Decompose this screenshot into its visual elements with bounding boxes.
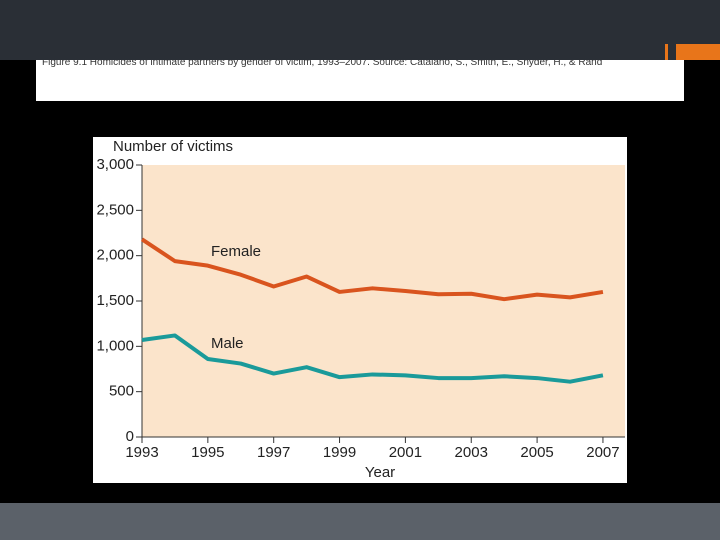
x-tick-label: 1997 <box>257 444 290 461</box>
y-tick-label: 2,500 <box>96 201 134 218</box>
x-tick-label: 2007 <box>586 444 619 461</box>
y-tick-label: 2,000 <box>96 247 134 264</box>
y-axis-title: Number of victims <box>113 138 233 155</box>
plot-area <box>142 165 625 437</box>
y-tick-label: 0 <box>126 428 134 445</box>
caption: Figure 9.1 Homicides of intimate partner… <box>42 60 603 68</box>
x-tick-label: 1995 <box>191 444 224 461</box>
x-tick-label: 2003 <box>455 444 488 461</box>
y-tick-label: 1,000 <box>96 337 134 354</box>
x-tick-label: 1999 <box>323 444 356 461</box>
x-tick-label: 1993 <box>125 444 158 461</box>
series-label: Female <box>211 243 261 260</box>
y-tick-label: 1,500 <box>96 292 134 309</box>
bottom-bar <box>0 503 720 540</box>
caption-box: Figure 9.1 Homicides of intimate partner… <box>36 60 684 101</box>
top-bar <box>0 0 720 60</box>
chart: Number of victims Year 0 500 1,000 1,500 2,0… <box>93 137 627 483</box>
x-tick-label: 2005 <box>520 444 553 461</box>
accent <box>665 44 720 60</box>
y-tick-label: 3,000 <box>96 156 134 173</box>
line <box>141 333 604 384</box>
x-axis-title: Year <box>365 464 395 481</box>
line <box>140 237 604 302</box>
x-tick-label: 2001 <box>389 444 422 461</box>
y-tick-label: 500 <box>109 383 134 400</box>
series-label: Male <box>211 335 244 352</box>
